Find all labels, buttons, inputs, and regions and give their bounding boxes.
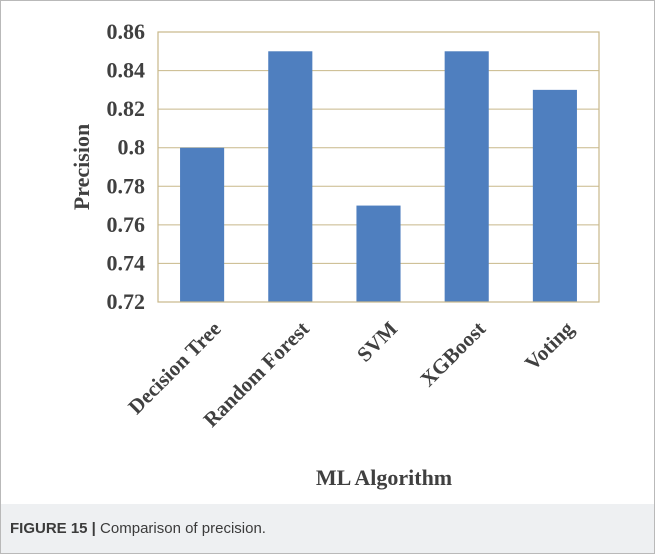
figure-caption: FIGURE 15 | Comparison of precision. xyxy=(10,520,266,537)
x-category-label: Voting xyxy=(520,316,579,375)
bar xyxy=(180,147,225,302)
y-tick-label: 0.84 xyxy=(107,58,146,83)
caption-band: FIGURE 15 | Comparison of precision. xyxy=(1,504,654,553)
figure-caption-text: Comparison of precision. xyxy=(95,520,266,537)
y-tick-label: 0.78 xyxy=(107,173,146,198)
y-tick-label: 0.76 xyxy=(107,212,146,237)
x-axis-title: ML Algorithm xyxy=(316,465,452,490)
x-category-label: SVM xyxy=(352,316,402,366)
precision-bar-chart: 0.720.740.760.780.80.820.840.86 Decision… xyxy=(69,19,600,490)
bar-series xyxy=(180,51,577,303)
y-tick-label: 0.8 xyxy=(118,135,146,160)
bar xyxy=(532,89,577,302)
x-category-label: XGBoost xyxy=(416,317,491,392)
y-tick-label: 0.74 xyxy=(107,250,146,275)
y-axis-title: Precision xyxy=(69,124,94,210)
bar xyxy=(444,51,489,303)
plot-area-border xyxy=(157,31,600,303)
figure-caption-label: FIGURE 15 | xyxy=(10,520,96,537)
y-tick-label: 0.72 xyxy=(107,289,146,314)
y-tick-label: 0.86 xyxy=(107,19,146,44)
bar xyxy=(356,205,401,302)
y-tick-label: 0.82 xyxy=(107,96,146,121)
y-axis-tick-labels: 0.72 0.74 0.76 0.78 0.8 0.82 0.84 0.86 xyxy=(107,19,146,314)
bar xyxy=(268,51,313,303)
